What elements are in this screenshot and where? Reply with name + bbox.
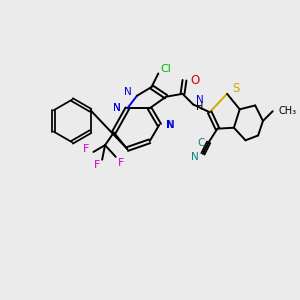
Text: C: C <box>197 138 205 148</box>
Text: S: S <box>232 82 239 95</box>
Text: CH₃: CH₃ <box>278 106 297 116</box>
Text: N: N <box>124 87 132 97</box>
Text: F: F <box>83 144 89 154</box>
Text: F: F <box>94 160 100 170</box>
Text: O: O <box>190 74 200 87</box>
Text: N: N <box>113 103 121 113</box>
Text: F: F <box>118 158 124 168</box>
Text: H: H <box>196 102 203 112</box>
Text: N: N <box>113 103 121 113</box>
Text: N: N <box>167 120 175 130</box>
Text: N: N <box>196 94 204 105</box>
Text: Cl: Cl <box>160 64 171 74</box>
Text: N: N <box>191 152 199 162</box>
Text: N: N <box>166 120 174 130</box>
